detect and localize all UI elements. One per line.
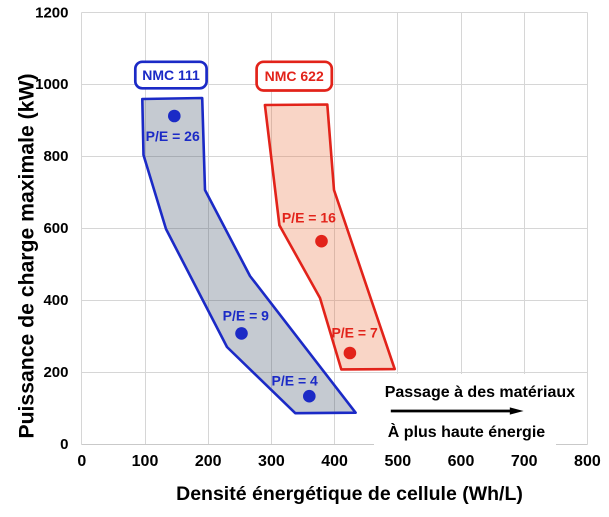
- svg-text:NMC 111: NMC 111: [142, 67, 200, 83]
- svg-text:200: 200: [195, 453, 222, 470]
- svg-text:600: 600: [448, 453, 475, 470]
- svg-text:0: 0: [60, 436, 68, 453]
- svg-text:À plus haute énergie: À plus haute énergie: [388, 422, 545, 441]
- svg-text:700: 700: [511, 453, 538, 470]
- svg-text:1000: 1000: [35, 76, 68, 93]
- svg-text:P/E = 16: P/E = 16: [282, 209, 336, 225]
- svg-text:1200: 1200: [35, 4, 68, 21]
- svg-text:500: 500: [384, 453, 411, 470]
- svg-text:100: 100: [132, 453, 159, 470]
- svg-text:P/E = 7: P/E = 7: [331, 325, 378, 341]
- svg-text:600: 600: [43, 220, 68, 237]
- svg-text:P/E = 4: P/E = 4: [272, 373, 319, 389]
- svg-text:400: 400: [321, 453, 348, 470]
- svg-text:P/E = 26: P/E = 26: [146, 128, 200, 144]
- svg-text:800: 800: [43, 148, 68, 165]
- svg-text:Passage à des matériaux: Passage à des matériaux: [385, 384, 575, 401]
- svg-text:NMC 622: NMC 622: [265, 68, 324, 84]
- svg-text:800: 800: [574, 453, 601, 470]
- svg-text:P/E = 9: P/E = 9: [223, 308, 270, 324]
- svg-text:400: 400: [43, 292, 68, 309]
- svg-text:200: 200: [43, 364, 68, 381]
- svg-text:300: 300: [258, 453, 285, 470]
- svg-text:0: 0: [77, 453, 86, 470]
- svg-text:Puissance de charge maximale (: Puissance de charge maximale (kW): [16, 73, 39, 438]
- svg-text:Densité énergétique de cellule: Densité énergétique de cellule (Wh/L): [176, 483, 523, 505]
